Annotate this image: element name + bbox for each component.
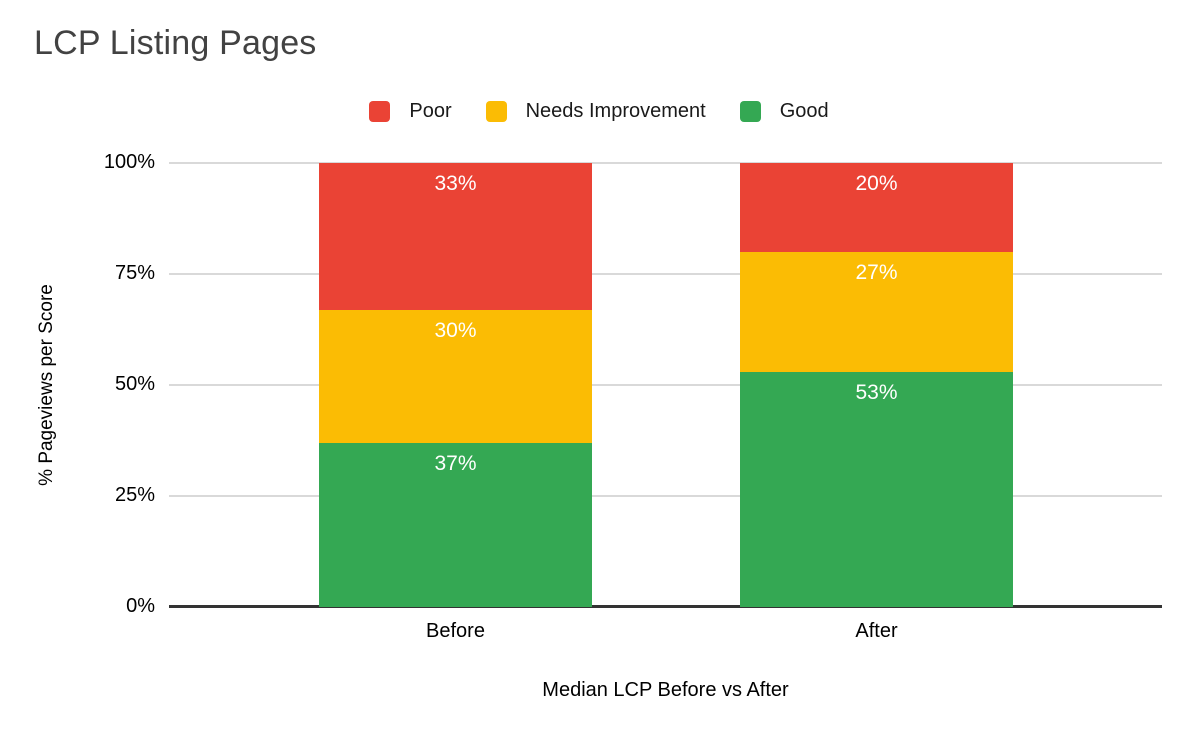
bar-before-label-poor: 33% [434, 172, 477, 195]
bar-after: 20% 27% 53% [740, 163, 1013, 607]
legend-label-poor: Poor [409, 100, 452, 122]
bar-before-segment-poor[interactable]: 33% [319, 163, 592, 310]
y-tick-75: 75% [114, 262, 155, 284]
bar-after-label-poor: 20% [855, 172, 898, 195]
bar-after-segment-needs-improvement[interactable]: 27% [740, 251, 1013, 372]
y-tick-0: 0% [126, 595, 155, 617]
bar-after-segment-good[interactable]: 53% [740, 371, 1013, 607]
chart-title: LCP Listing Pages [34, 24, 317, 62]
legend-swatch-needs-improvement-icon [485, 101, 507, 122]
legend-swatch-good-icon [739, 101, 761, 122]
bar-before-label-good: 37% [434, 451, 477, 475]
bar-after-label-needs-improvement: 27% [855, 260, 898, 284]
bar-before-segment-needs-improvement[interactable]: 30% [319, 309, 592, 443]
gridline-25 [169, 495, 1162, 497]
x-axis-title: Median LCP Before vs After [542, 679, 789, 701]
y-tick-25: 25% [114, 484, 155, 506]
legend-label-good: Good [779, 100, 829, 122]
legend-item-poor[interactable]: Poor [369, 100, 452, 123]
y-tick-50: 50% [114, 373, 155, 395]
plot-area: 33% 30% 37% 20% 27% 53% [169, 162, 1162, 608]
y-tick-100: 100% [103, 151, 155, 173]
x-tick-after: After [855, 620, 898, 642]
legend-item-good[interactable]: Good [739, 100, 829, 123]
gridline-75 [169, 273, 1162, 275]
legend-item-needs-improvement[interactable]: Needs Improvement [485, 100, 706, 123]
bar-before-label-needs-improvement: 30% [434, 318, 477, 342]
gridline-50 [169, 384, 1162, 386]
x-tick-before: Before [426, 620, 485, 642]
bar-before-segment-good[interactable]: 37% [319, 442, 592, 607]
legend-swatch-poor-icon [369, 101, 391, 122]
legend-label-needs-improvement: Needs Improvement [525, 100, 706, 122]
gridline-100 [169, 162, 1162, 164]
bar-after-label-good: 53% [855, 380, 898, 404]
bar-before: 33% 30% 37% [319, 163, 592, 607]
x-axis-baseline [169, 605, 1162, 608]
bar-after-segment-poor[interactable]: 20% [740, 163, 1013, 252]
legend: Poor Needs Improvement Good [0, 100, 1198, 123]
